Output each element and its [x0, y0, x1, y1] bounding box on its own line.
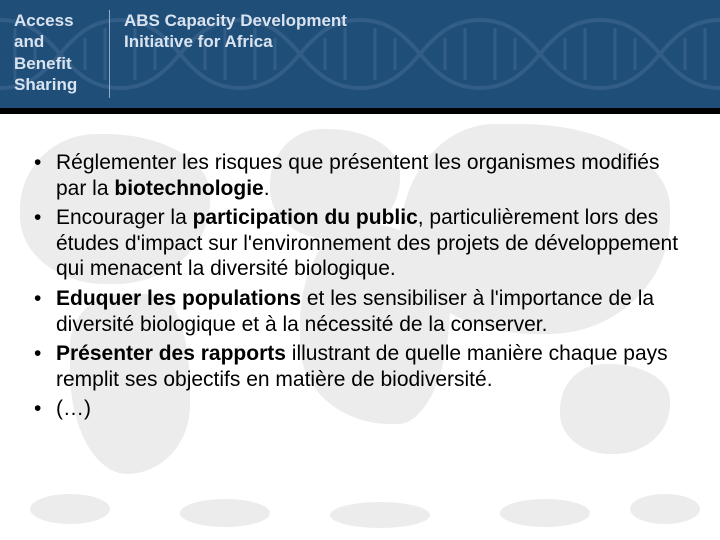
bullet-text-bold: Présenter des rapports [56, 342, 286, 365]
list-item: Présenter des rapports illustrant de que… [56, 341, 682, 392]
logo-line: and [14, 31, 105, 52]
list-item: (…) [56, 396, 682, 422]
title-line: Initiative for Africa [124, 31, 347, 52]
bullet-text-post: . [264, 177, 270, 200]
bullet-text-bold: Eduquer les populations [56, 287, 301, 310]
bullet-text-bold: participation du public [193, 206, 418, 229]
logo-text: Access and Benefit Sharing [0, 0, 105, 95]
bullet-text-pre: Encourager la [56, 206, 193, 229]
list-item: Eduquer les populations et les sensibili… [56, 286, 682, 337]
bullet-text-pre: (…) [56, 397, 91, 420]
logo-line: Sharing [14, 74, 105, 95]
slide-body: Réglementer les risques que présentent l… [0, 114, 720, 540]
initiative-title: ABS Capacity Development Initiative for … [124, 0, 347, 53]
title-line: ABS Capacity Development [124, 10, 347, 31]
list-item: Réglementer les risques que présentent l… [56, 150, 682, 201]
dna-helix-graphic [0, 0, 720, 108]
slide: Access and Benefit Sharing ABS Capacity … [0, 0, 720, 540]
list-item: Encourager la participation du public, p… [56, 205, 682, 282]
logo-line: Benefit [14, 53, 105, 74]
header-banner: Access and Benefit Sharing ABS Capacity … [0, 0, 720, 108]
header-divider [109, 10, 110, 98]
bullet-list: Réglementer les risques que présentent l… [0, 114, 720, 422]
logo-line: Access [14, 10, 105, 31]
bullet-text-bold: biotechnologie [114, 177, 263, 200]
